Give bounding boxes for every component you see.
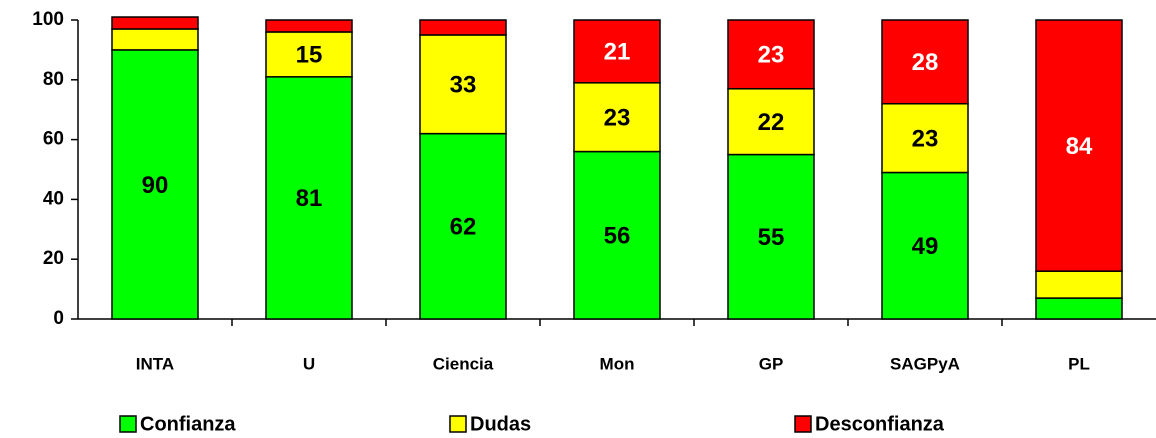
legend-label: Confianza [140,413,236,435]
x-tick-label: U [303,354,315,373]
data-label: 84 [1066,133,1093,160]
legend-swatch [119,415,137,433]
data-label: 49 [912,233,939,260]
bar-segment [1035,19,1123,272]
data-label: 81 [296,185,323,212]
data-label: 21 [604,39,631,66]
y-tick-label: 0 [53,308,64,329]
x-tick-label: INTA [136,354,174,373]
x-tick-label: Ciencia [433,354,494,373]
bar-segment [727,88,815,156]
legend-label: Desconfianza [815,413,945,435]
x-tick-label: SAGPyA [890,354,960,373]
data-label: 23 [912,125,939,152]
bar-segment [573,82,661,153]
bar-segment [727,19,815,90]
data-label: 62 [450,214,477,241]
y-tick-label: 40 [43,188,64,209]
y-tick-label: 20 [43,248,64,269]
bar-segment [573,19,661,84]
y-tick-label: 80 [43,69,64,90]
x-tick-label: GP [759,354,784,373]
x-tick-label: PL [1068,354,1090,373]
bar-segment [111,28,199,51]
data-label: 90 [142,172,169,199]
legend-label: Dudas [470,413,531,435]
bar-segment [111,49,199,320]
bar-segment [111,16,199,30]
bar-segment [265,76,353,320]
bar-segment [573,150,661,320]
data-label: 22 [758,109,785,136]
data-label: 23 [604,105,631,132]
data-label: 56 [604,223,631,250]
bar-segment [419,19,507,36]
x-tick-label: Mon [600,354,635,373]
legend-swatch [449,415,467,433]
bar-segment [265,31,353,78]
bar-segment [881,102,969,174]
data-label: 28 [912,49,939,76]
y-tick-label: 100 [32,9,64,30]
bar-segment [1035,297,1123,320]
data-label: 33 [450,72,477,99]
bar-segment [419,34,507,135]
bar-segment [1035,270,1123,299]
legend-swatch [794,415,812,433]
data-label: 15 [296,42,323,69]
data-label: 55 [758,224,785,251]
bar-segment [727,153,815,320]
bar-segment [419,132,507,320]
bar-segment [881,171,969,320]
bar-segment [881,19,969,105]
data-label: 23 [758,42,785,69]
bar-segment [265,19,353,33]
y-tick-label: 60 [43,129,64,150]
